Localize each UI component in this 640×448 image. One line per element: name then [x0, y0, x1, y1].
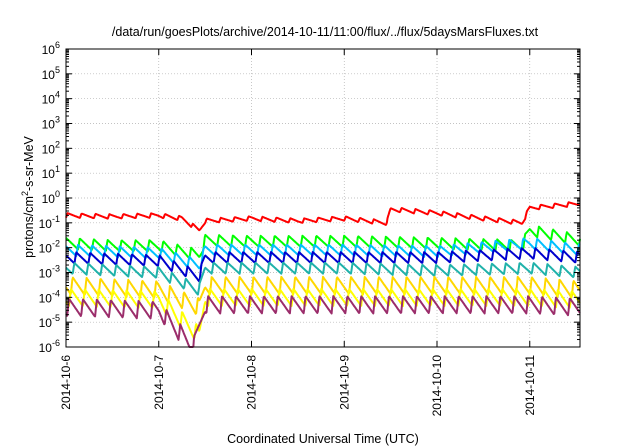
y-tick-exponent: 4 — [55, 90, 60, 100]
y-tick-base: 10 — [42, 43, 56, 57]
x-tick-label: 2014-10-9 — [337, 355, 351, 410]
y-tick-base: 10 — [42, 192, 56, 206]
series-layer — [65, 201, 581, 348]
x-tick-label: 2014-10-11 — [523, 355, 537, 416]
y-label-rest: -s-sr-MeV — [22, 135, 36, 191]
y-tick-base: 10 — [39, 242, 53, 256]
y-tick-label: 100 — [42, 189, 60, 206]
y-tick-exponent: -2 — [52, 239, 60, 249]
y-tick-exponent: -6 — [52, 338, 60, 348]
series-line-3 — [65, 237, 581, 270]
y-label-sup: 2 — [20, 191, 30, 196]
series-line-6 — [65, 275, 581, 315]
y-tick-exponent: -5 — [52, 313, 60, 323]
y-axis-label: protons/cm2-s-sr-MeV — [20, 135, 36, 257]
y-tick-exponent: 5 — [55, 65, 60, 75]
y-tick-label: 10-5 — [39, 313, 60, 330]
y-tick-base: 10 — [42, 68, 56, 82]
y-tick-label: 10-2 — [39, 239, 60, 256]
y-tick-label: 104 — [42, 90, 60, 107]
y-tick-label: 10-4 — [39, 288, 60, 305]
x-tick-label: 2014-10-10 — [430, 355, 444, 417]
y-tick-base: 10 — [39, 267, 53, 281]
series-line-2 — [65, 225, 581, 260]
series-line-1 — [65, 201, 581, 232]
x-axis-label: Coordinated Universal Time (UTC) — [227, 432, 419, 446]
y-tick-base: 10 — [39, 291, 53, 305]
y-tick-label: 105 — [42, 65, 60, 82]
chart-title: /data/run/goesPlots/archive/2014-10-11/1… — [112, 25, 539, 39]
y-tick-base: 10 — [42, 93, 56, 107]
y-tick-label: 106 — [42, 40, 60, 57]
y-tick-label: 10-6 — [39, 338, 60, 355]
x-axis-ticks: 2014-10-6 2014-10-7 2014-10-8 2014-10-9 2014… — [59, 49, 537, 416]
y-tick-exponent: -4 — [52, 288, 60, 298]
y-tick-exponent: 0 — [55, 189, 60, 199]
y-axis-ticks: 10-610-510-410-310-210-11001011021031041… — [39, 40, 580, 355]
y-tick-base: 10 — [42, 167, 56, 181]
series-line-5 — [65, 261, 581, 296]
y-tick-exponent: -1 — [52, 214, 60, 224]
y-tick-exponent: 1 — [55, 164, 60, 174]
series-line-7 — [65, 287, 581, 340]
y-label-base: protons/cm — [22, 196, 36, 258]
y-tick-exponent: 2 — [55, 139, 60, 149]
y-tick-label: 10-3 — [39, 264, 60, 281]
x-tick-label: 2014-10-7 — [152, 355, 166, 410]
y-tick-base: 10 — [39, 217, 53, 231]
series-line-8 — [65, 295, 581, 348]
y-tick-base: 10 — [42, 142, 56, 156]
y-tick-label: 10-1 — [39, 214, 60, 231]
x-tick-label: 2014-10-8 — [245, 355, 259, 410]
y-tick-base: 10 — [39, 341, 53, 355]
y-tick-label: 102 — [42, 139, 60, 156]
y-tick-base: 10 — [42, 118, 56, 132]
y-tick-base: 10 — [39, 316, 53, 330]
y-tick-exponent: -3 — [52, 264, 60, 274]
series-line-4 — [65, 247, 581, 283]
x-tick-label: 2014-10-6 — [59, 355, 73, 410]
y-tick-exponent: 3 — [55, 115, 60, 125]
y-tick-exponent: 6 — [55, 40, 60, 50]
y-tick-label: 101 — [42, 164, 60, 181]
y-tick-label: 103 — [42, 115, 60, 132]
